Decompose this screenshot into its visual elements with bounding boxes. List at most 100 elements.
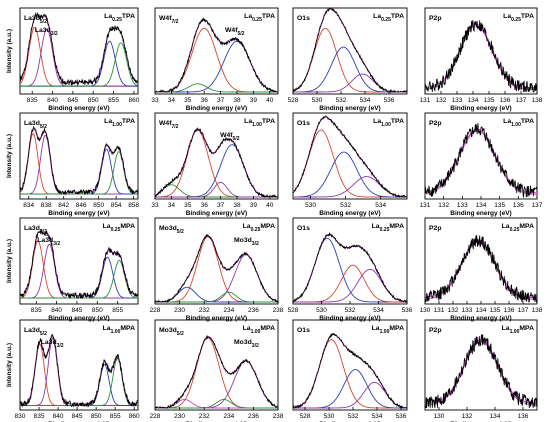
fit-component-3 xyxy=(20,42,139,87)
x-tick-label: 534 xyxy=(372,413,383,420)
x-axis-title: Binding energy (eV) xyxy=(48,315,109,322)
raw-spectrum xyxy=(19,229,139,299)
x-tick-label: 534 xyxy=(373,307,384,314)
x-tick-label: 39 xyxy=(250,97,258,104)
fit-component-0 xyxy=(19,26,138,87)
x-tick-label: 532 xyxy=(345,307,356,314)
x-tick-label: 137 xyxy=(532,202,543,209)
panel-3-0: 830835840845850855860Binding energy (eV)… xyxy=(6,319,140,422)
panel-2-2: 528 530 532 534 536 Binding energy (eV) La0.25… xyxy=(288,217,413,322)
peak-label: O1s xyxy=(297,15,310,22)
fit-component-1 xyxy=(293,151,407,198)
x-tick-label: 855 xyxy=(112,307,123,314)
x-tick-label: 236 xyxy=(248,307,259,314)
x-tick-label: 138 xyxy=(532,307,543,314)
x-axis-title: Binding energy (eV) xyxy=(319,105,380,112)
sample-label: La1.00TPA xyxy=(104,118,135,128)
raw-spectrum xyxy=(154,126,279,199)
peak-label: P2p xyxy=(429,225,441,232)
x-tick-label: 840 xyxy=(51,307,62,314)
x-tick-label: 136 xyxy=(500,97,511,104)
fit-component-0 xyxy=(155,236,278,303)
x-tick-label: 234 xyxy=(223,307,234,314)
x-axis-title: Binding energy (eV) xyxy=(186,210,247,217)
x-tick-label: 134 xyxy=(476,202,487,209)
fit-component-0 xyxy=(292,129,407,198)
fit-envelope xyxy=(424,23,538,89)
x-axis-title: Binding energy (eV) xyxy=(450,105,511,112)
x-tick-label: 236 xyxy=(248,413,259,420)
x-axis-title: Binding energy (eV) xyxy=(48,210,109,217)
x-axis-title: Binding energy (eV) xyxy=(450,210,511,217)
x-tick-label: 34 xyxy=(168,202,176,209)
x-axis-title: Binding energy (eV) xyxy=(186,315,247,322)
panel-1-1: 33 34 35 36 37 38 39 40 Binding energy (eV) La1.0… xyxy=(151,112,279,217)
fit-component-2 xyxy=(154,184,278,198)
x-tick-label: 38 xyxy=(233,97,241,104)
peak-label: Mo3d5/2 xyxy=(159,225,184,235)
panel-2-3: 130 131 132 133 134 135 136 137 138 Binding energ… xyxy=(420,217,543,322)
x-axis-title: Binding energy (eV) xyxy=(450,315,511,322)
x-tick-label: 138 xyxy=(532,97,543,104)
x-tick-label: 830 xyxy=(15,413,26,420)
sample-label: La1.00TPA xyxy=(503,118,534,128)
x-tick-label: 37 xyxy=(217,202,225,209)
fit-envelope xyxy=(424,339,538,404)
peak-label: Mo3d3/2 xyxy=(234,339,259,349)
x-tick-label: 238 xyxy=(273,413,284,420)
raw-spectrum xyxy=(19,11,139,87)
x-tick-label: 232 xyxy=(199,413,210,420)
peak-label: La3d5/2 xyxy=(24,120,47,130)
plot-frame xyxy=(154,319,279,411)
x-tick-label: 835 xyxy=(31,307,42,314)
sample-label: La0.25MPA xyxy=(243,223,275,233)
x-tick-label: 136 xyxy=(513,202,524,209)
peak-label: W4f5/2 xyxy=(220,132,240,142)
plot-frame xyxy=(154,217,279,305)
fit-component-3 xyxy=(155,291,278,303)
fit-envelope xyxy=(292,334,408,409)
x-tick-label: 137 xyxy=(516,97,527,104)
x-tick-label: 835 xyxy=(34,413,45,420)
peak-label: La3d3/2 xyxy=(37,237,60,247)
fit-component-0 xyxy=(19,240,138,299)
raw-spectrum xyxy=(155,17,279,93)
x-tick-label: 835 xyxy=(27,97,38,104)
x-tick-label: 234 xyxy=(223,413,234,420)
fit-component-1 xyxy=(20,134,138,195)
x-tick-label: 133 xyxy=(457,202,468,209)
peak-label: Mo3d5/2 xyxy=(159,327,184,337)
sample-label: La0.25MPA xyxy=(372,223,404,233)
peak-label: La3d3/2 xyxy=(41,339,64,349)
y-axis-title: Intensity (a.u.) xyxy=(6,343,13,387)
fit-component-0 xyxy=(424,340,538,406)
x-tick-label: 842 xyxy=(58,202,69,209)
sample-label: La0.25TPA xyxy=(373,13,404,23)
x-tick-label: 35 xyxy=(184,202,192,209)
peak-label: La3d5/2 xyxy=(24,15,47,25)
fit-component-3 xyxy=(155,181,278,198)
x-tick-label: 850 xyxy=(88,97,99,104)
panel-3-3: 130132134136Binding energy (eV)La1.00MPA… xyxy=(424,319,538,422)
x-tick-label: 860 xyxy=(129,97,140,104)
fit-envelope xyxy=(154,336,279,409)
fit-component-1 xyxy=(20,243,138,299)
fit-component-2 xyxy=(155,398,278,409)
x-tick-label: 532 xyxy=(340,202,351,209)
x-tick-label: 135 xyxy=(484,97,495,104)
plot-frame xyxy=(154,112,279,200)
x-tick-label: 40 xyxy=(266,97,274,104)
x-tick-label: 532 xyxy=(348,413,359,420)
peak-label: W4f7/2 xyxy=(159,15,179,25)
peak-label: La3d5/2 xyxy=(24,225,47,235)
x-tick-label: 530 xyxy=(312,97,323,104)
x-tick-label: 131 xyxy=(420,202,431,209)
x-tick-label: 133 xyxy=(462,307,473,314)
x-tick-label: 845 xyxy=(72,413,83,420)
sample-label: La1.00MPA xyxy=(372,325,404,335)
plot-frame xyxy=(19,217,139,305)
